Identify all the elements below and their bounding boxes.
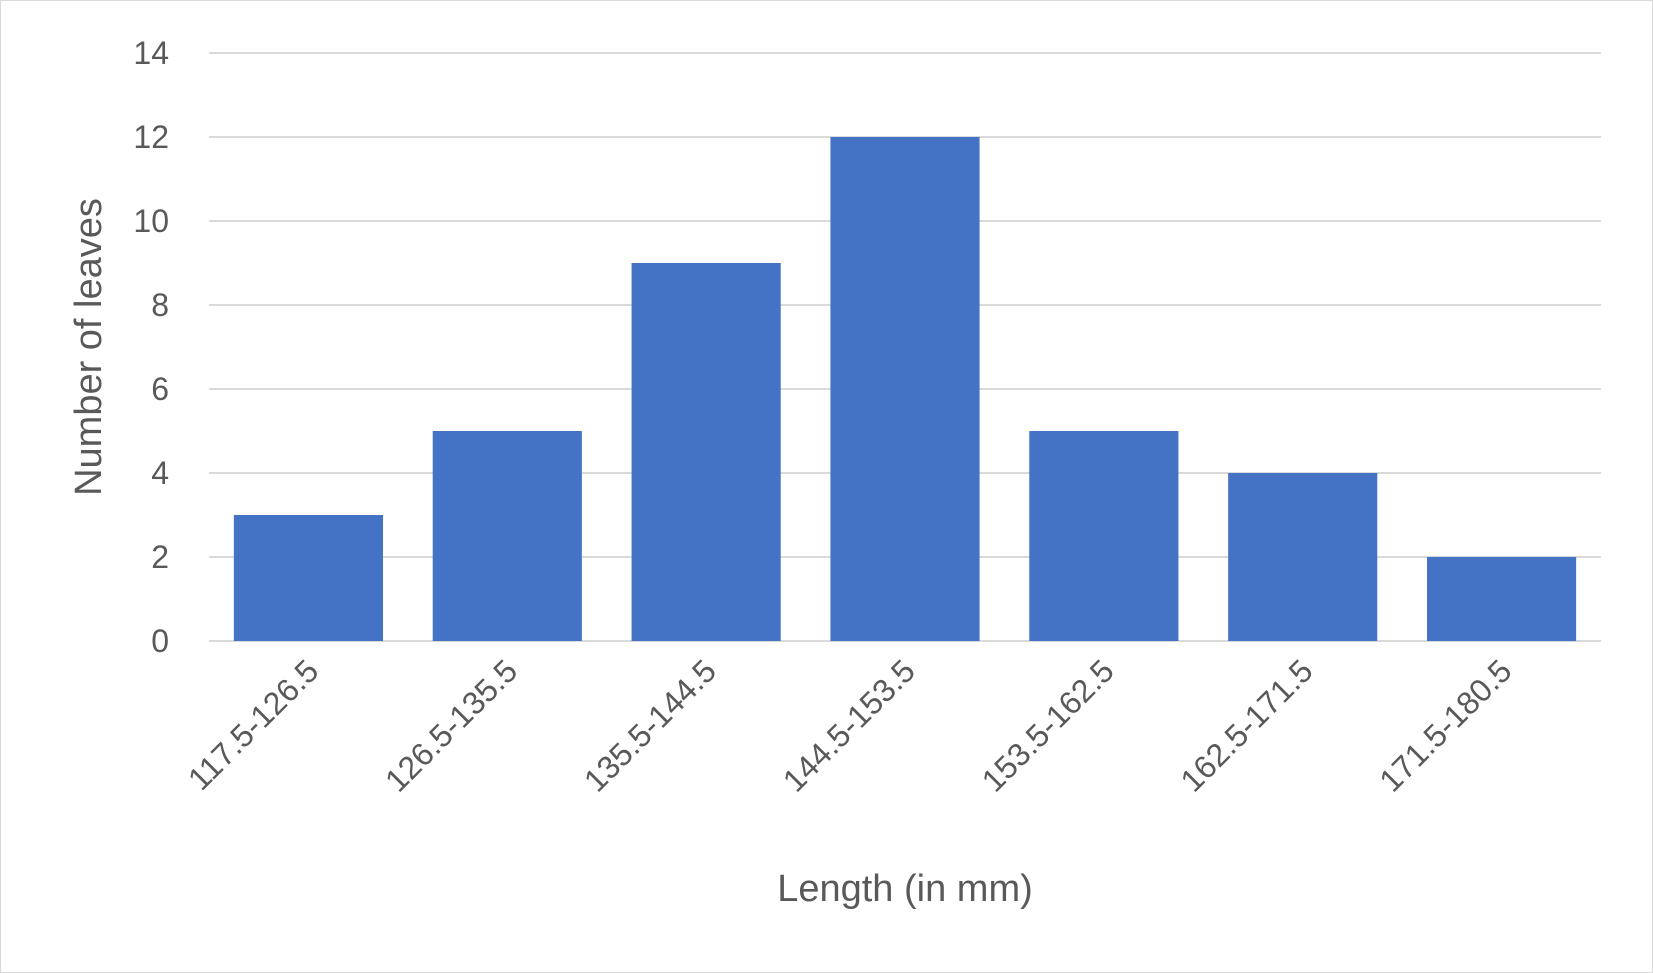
x-tick-label: 126.5-135.5 [378, 652, 524, 798]
bar-171.5-180.5 [1427, 557, 1577, 641]
bar-126.5-135.5 [432, 431, 582, 641]
y-tick-label: 0 [151, 623, 169, 659]
y-tick-label: 2 [151, 539, 169, 575]
y-tick-label: 8 [151, 287, 169, 323]
x-tick-labels: 117.5-126.5 126.5-135.5 135.5-144.5 144.5-1… [181, 652, 1519, 798]
bar-162.5-171.5 [1228, 473, 1378, 641]
x-axis-title: Length (in mm) [777, 868, 1033, 910]
y-tick-label: 6 [151, 371, 169, 407]
y-tick-labels: 0 2 4 6 8 10 12 14 [133, 35, 169, 659]
y-tick-label: 14 [133, 35, 169, 71]
x-tick-label: 162.5-171.5 [1173, 652, 1319, 798]
x-tick-label: 135.5-144.5 [577, 652, 723, 798]
x-tick-label: 117.5-126.5 [181, 652, 326, 797]
bar-144.5-153.5 [830, 137, 980, 641]
y-axis-title: Number of leaves [68, 198, 110, 496]
x-tick-label: 171.5-180.5 [1372, 652, 1518, 798]
bars [233, 137, 1577, 641]
bar-117.5-126.5 [233, 515, 383, 641]
x-tick-label: 144.5-153.5 [776, 652, 922, 798]
x-tick-label: 153.5-162.5 [975, 652, 1121, 798]
bar-135.5-144.5 [631, 263, 781, 641]
bar-153.5-162.5 [1029, 431, 1179, 641]
y-tick-label: 10 [133, 203, 169, 239]
y-tick-label: 12 [133, 119, 169, 155]
y-tick-label: 4 [151, 455, 169, 491]
